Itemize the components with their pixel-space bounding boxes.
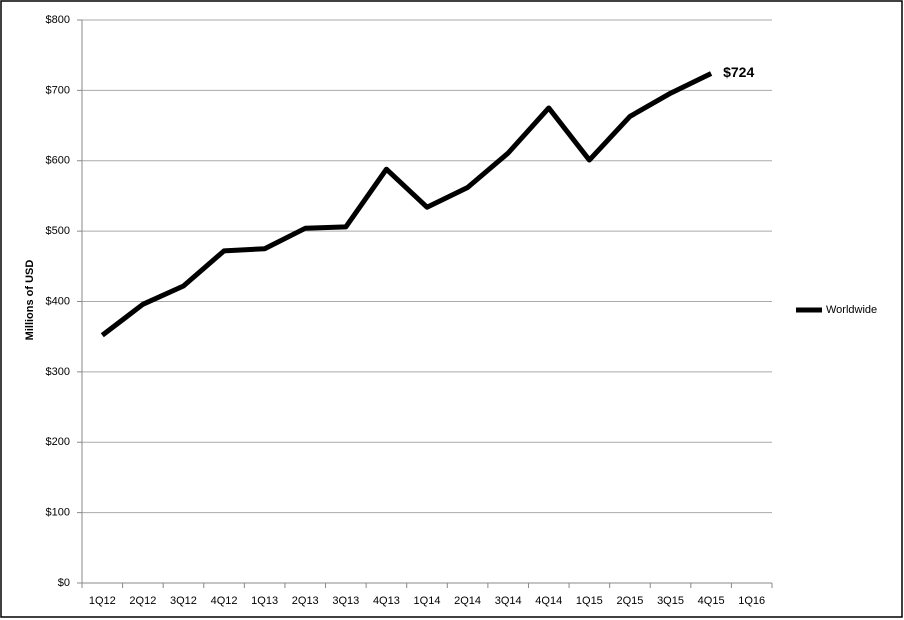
x-tick-label: 2Q13 (292, 595, 319, 607)
y-axis-label: Millions of USD (24, 260, 36, 341)
y-tick-label: $0 (58, 577, 70, 589)
x-tick-label: 1Q15 (576, 595, 603, 607)
legend-label: Worldwide (826, 304, 877, 316)
y-tick-label: $100 (46, 507, 70, 519)
x-tick-label: 2Q12 (129, 595, 156, 607)
x-tick-label: 3Q12 (170, 595, 197, 607)
x-tick-label: 4Q13 (373, 595, 400, 607)
x-tick-label: 3Q13 (332, 595, 359, 607)
x-tick-label: 1Q16 (738, 595, 765, 607)
x-tick-label: 1Q14 (414, 595, 441, 607)
y-tick-label: $400 (46, 295, 70, 307)
x-tick-label: 4Q14 (535, 595, 562, 607)
y-tick-label: $200 (46, 436, 70, 448)
y-tick-label: $500 (46, 225, 70, 237)
y-tick-label: $800 (46, 14, 70, 26)
x-tick-label: 2Q15 (616, 595, 643, 607)
data-label: $724 (723, 64, 754, 80)
x-tick-label: 3Q15 (657, 595, 684, 607)
x-tick-label: 2Q14 (454, 595, 481, 607)
x-tick-label: 4Q15 (698, 595, 725, 607)
x-tick-label: 4Q12 (211, 595, 238, 607)
x-tick-label: 3Q14 (495, 595, 522, 607)
y-tick-label: $600 (46, 155, 70, 167)
x-tick-label: 1Q12 (89, 595, 116, 607)
series-line (100, 71, 713, 338)
y-tick-label: $700 (46, 84, 70, 96)
x-tick-label: 1Q13 (251, 595, 278, 607)
y-tick-label: $300 (46, 366, 70, 378)
